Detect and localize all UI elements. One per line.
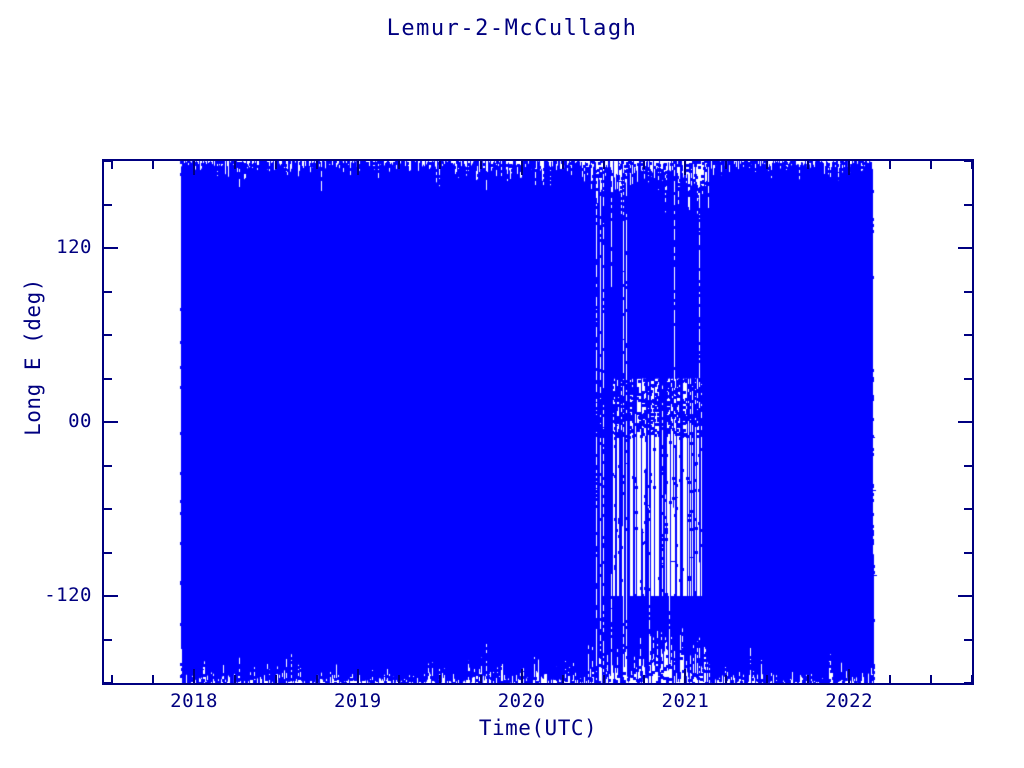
data-series-layer	[104, 161, 972, 683]
y-axis-tick	[104, 595, 118, 597]
x-axis-tick-top	[520, 161, 523, 175]
x-axis-tick	[602, 675, 605, 683]
x-axis-tick-top	[274, 161, 277, 169]
y-axis-tick	[104, 464, 112, 467]
x-tick-label: 2021	[661, 690, 710, 712]
y-axis-tick-right	[964, 508, 972, 510]
x-axis-tick-top	[684, 161, 687, 175]
x-axis-tick	[479, 675, 482, 683]
x-axis-tick	[234, 675, 237, 683]
x-axis-tick	[193, 669, 196, 683]
y-axis-tick-right	[958, 595, 972, 597]
x-axis-tick-top	[479, 161, 482, 169]
x-axis-tick-top	[561, 161, 564, 169]
x-axis-tick	[643, 675, 646, 683]
page-title: Lemur-2-McCullagh	[386, 16, 638, 41]
y-axis-tick-right	[964, 682, 972, 683]
x-axis-tick	[356, 669, 359, 683]
x-tick-label: 2022	[825, 690, 874, 712]
x-axis-tick-top	[848, 161, 851, 175]
x-tick-label: 2019	[333, 690, 382, 712]
x-axis-tick	[152, 675, 155, 683]
x-axis-tick	[889, 675, 892, 683]
x-axis-tick	[111, 675, 114, 683]
x-axis-tick	[766, 675, 769, 683]
y-axis-tick-right	[964, 334, 972, 336]
x-axis-tick	[520, 669, 523, 683]
y-tick-label: -120	[44, 584, 92, 606]
x-axis-tick	[561, 675, 564, 683]
x-axis-tick-top	[807, 161, 810, 169]
x-axis-tick	[848, 669, 851, 683]
x-axis-tick-top	[766, 161, 769, 169]
x-axis-tick	[930, 675, 933, 683]
x-axis-tick-top	[397, 161, 400, 169]
x-tick-label: 2018	[170, 690, 218, 712]
x-axis-tick	[807, 675, 810, 683]
y-axis-tick	[104, 203, 112, 206]
y-axis-tick-right	[964, 464, 972, 467]
x-axis-tick-top	[315, 161, 318, 169]
x-axis-tick-top	[152, 161, 155, 169]
x-axis-tick	[684, 669, 687, 683]
y-axis-tick	[104, 421, 118, 423]
y-axis-tick	[104, 290, 112, 293]
y-axis-tick-right	[964, 551, 972, 554]
y-axis-tick	[104, 334, 112, 336]
x-axis-tick-top	[971, 161, 972, 169]
y-axis-tick	[104, 682, 112, 683]
y-axis-tick-right	[964, 638, 972, 641]
x-axis-tick-top	[193, 161, 196, 175]
y-axis-tick	[104, 551, 112, 554]
y-axis-tick	[104, 508, 112, 510]
y-axis-tick-right	[964, 290, 972, 293]
y-axis-tick-right	[964, 377, 972, 380]
y-axis-title: Long E (deg)	[21, 278, 45, 436]
y-tick-label: 00	[68, 410, 92, 432]
y-axis-tick	[104, 377, 112, 380]
y-axis-tick-right	[958, 421, 972, 423]
x-axis-tick	[438, 675, 441, 683]
y-tick-label: 120	[56, 236, 92, 258]
y-axis-tick	[104, 247, 118, 249]
x-axis-tick-top	[356, 161, 359, 175]
x-axis-tick	[725, 675, 728, 683]
y-axis-tick-right	[964, 203, 972, 206]
x-axis-tick-top	[643, 161, 646, 169]
x-axis-tick	[971, 675, 972, 683]
x-axis-tick-top	[725, 161, 728, 169]
data-series-canvas	[104, 161, 972, 683]
y-axis-tick-right	[964, 161, 972, 162]
x-axis-tick-top	[602, 161, 605, 169]
x-axis-tick-top	[234, 161, 237, 169]
y-axis-tick	[104, 161, 112, 162]
x-axis-tick-top	[438, 161, 441, 169]
y-axis-tick	[104, 638, 112, 641]
x-axis-tick	[315, 675, 318, 683]
plot-area	[102, 159, 974, 685]
x-tick-label: 2020	[497, 690, 546, 712]
x-axis-tick	[397, 675, 400, 683]
x-axis-title: Time(UTC)	[478, 716, 598, 740]
x-axis-tick-top	[111, 161, 114, 169]
x-axis-tick	[274, 675, 277, 683]
x-axis-tick-top	[930, 161, 933, 169]
x-axis-tick-top	[889, 161, 892, 169]
y-axis-tick-right	[958, 247, 972, 249]
